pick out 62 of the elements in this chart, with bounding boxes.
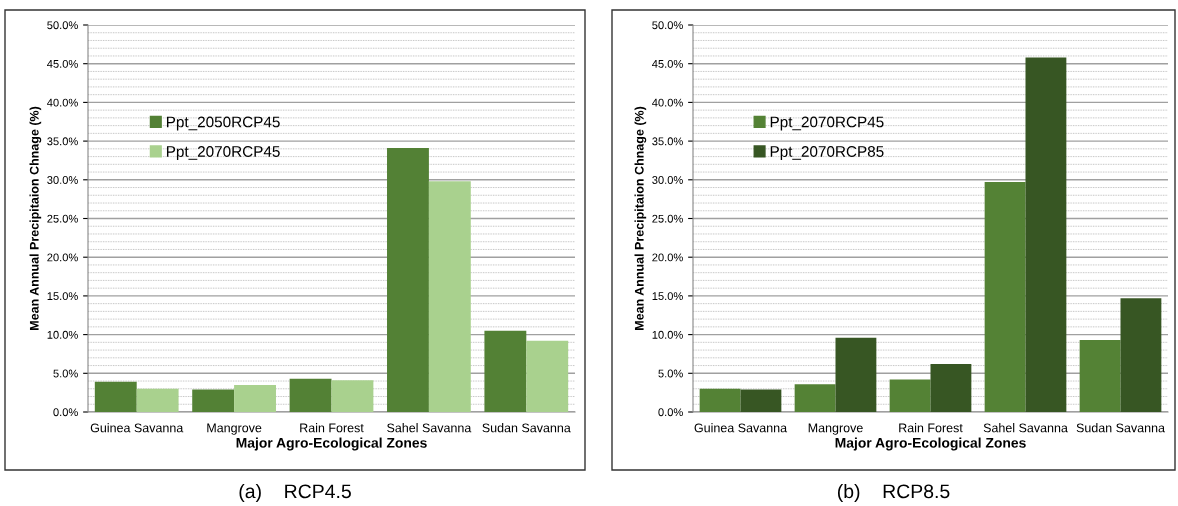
y-tick-label: 20.0% — [47, 253, 78, 262]
bar — [136, 388, 179, 412]
bar — [1079, 340, 1121, 412]
x-axis-title: Major Agro-Ecological Zones — [236, 437, 427, 451]
y-tick-label: 0.0% — [53, 408, 78, 417]
y-tick-label: 45.0% — [652, 59, 683, 68]
bar — [289, 378, 332, 412]
x-tick-label: Sahel Savanna — [387, 423, 472, 433]
x-tick-label: Rain Forest — [899, 423, 963, 433]
bar — [1120, 298, 1162, 412]
bar — [94, 381, 137, 412]
bar — [930, 364, 972, 412]
bar — [794, 384, 836, 412]
y-tick-label: 40.0% — [47, 98, 78, 107]
bar — [1025, 57, 1067, 412]
y-axis-title: Mean Annual Precipitaion Chnage (%) — [29, 106, 42, 330]
y-tick-label: 40.0% — [652, 98, 683, 107]
y-tick-label: 30.0% — [47, 176, 78, 184]
y-tick-label: 35.0% — [652, 137, 683, 146]
y-tick-label: 30.0% — [652, 176, 683, 184]
y-tick-label: 5.0% — [53, 369, 78, 378]
bar — [192, 389, 235, 412]
bar — [889, 379, 931, 412]
y-tick-label: 35.0% — [47, 137, 78, 146]
legend-label: Ppt_2070RCP85 — [770, 146, 884, 160]
text: (a) RCP4.5 — [239, 483, 351, 503]
bar — [428, 181, 471, 412]
x-axis-title: Major Agro-Ecological Zones — [835, 437, 1026, 451]
y-axis-title: Mean Annual Precipitaion Chnage (%) — [634, 106, 647, 330]
x-tick-label: Rain Forest — [300, 423, 364, 433]
y-tick-label: 10.0% — [47, 330, 78, 339]
y-tick-label: 50.0% — [652, 21, 683, 30]
x-tick-label: Mangrove — [207, 423, 262, 435]
bar — [740, 389, 782, 412]
bar — [484, 330, 527, 412]
x-tick-label: Sudan Savanna — [1076, 423, 1165, 433]
y-tick-label: 0.0% — [658, 408, 683, 417]
legend-label: Ppt_2070RCP45 — [166, 146, 280, 160]
y-tick-label: 5.0% — [658, 369, 683, 378]
text: (b) RCP8.5 — [837, 483, 950, 503]
bar — [984, 182, 1026, 412]
bar — [234, 384, 276, 412]
x-tick-label: Sahel Savanna — [983, 423, 1068, 433]
bar — [331, 380, 374, 412]
y-tick-label: 25.0% — [47, 214, 78, 223]
y-tick-label: 10.0% — [652, 330, 683, 339]
y-tick-label: 15.0% — [652, 292, 683, 301]
x-tick-label: Mangrove — [808, 423, 863, 435]
y-tick-label: 15.0% — [47, 292, 78, 301]
x-tick-label: Sudan Savanna — [482, 423, 571, 433]
y-tick-label: 50.0% — [47, 21, 78, 30]
x-tick-label: Guinea Savanna — [90, 423, 184, 433]
bar — [387, 148, 429, 412]
y-tick-label: 45.0% — [47, 59, 78, 68]
bar — [699, 388, 741, 412]
legend-label: Ppt_2070RCP45 — [770, 116, 884, 131]
y-tick-label: 20.0% — [652, 253, 683, 262]
y-tick-label: 25.0% — [652, 214, 683, 223]
bar — [835, 337, 877, 412]
x-tick-label: Guinea Savanna — [694, 423, 788, 433]
bar — [526, 340, 569, 412]
legend-label: Ppt_2050RCP45 — [166, 116, 280, 131]
